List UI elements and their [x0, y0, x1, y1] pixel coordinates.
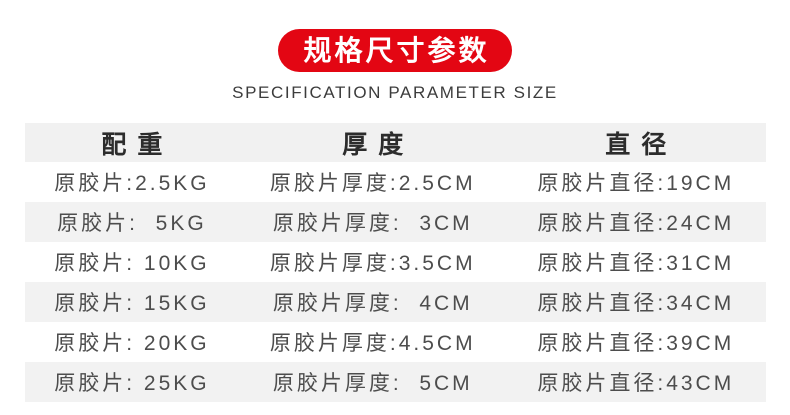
- cell-diameter: 原胶片直径:31CM: [537, 252, 735, 275]
- cell-diameter: 原胶片直径:24CM: [537, 212, 735, 235]
- header-cell-diameter: 直径: [605, 130, 678, 159]
- subtitle: SPECIFICATION PARAMETER SIZE: [232, 83, 558, 102]
- cell-thickness: 原胶片厚度:3.5CM: [269, 252, 476, 275]
- cell-diameter: 原胶片直径:39CM: [537, 332, 735, 355]
- cell-weight: 原胶片: 5KG: [57, 212, 207, 235]
- header-cell-weight: 配重: [101, 130, 174, 159]
- spec-table: 配重 厚度 直径 原胶片:2.5KG 原胶片厚度:2.5CM 原胶片直径:19C…: [24, 123, 766, 402]
- cell-thickness: 原胶片厚度: 5CM: [272, 372, 473, 395]
- cell-weight: 原胶片: 20KG: [54, 332, 210, 355]
- spec-sheet: 规格尺寸参数 SPECIFICATION PARAMETER SIZE 配重 厚…: [0, 0, 790, 402]
- table-header-row: 配重 厚度 直径: [24, 123, 766, 162]
- cell-thickness: 原胶片厚度: 4CM: [272, 292, 473, 315]
- cell-diameter: 原胶片直径:34CM: [537, 292, 735, 315]
- table-row: 原胶片:2.5KG 原胶片厚度:2.5CM 原胶片直径:19CM: [25, 162, 766, 202]
- cell-thickness: 原胶片厚度:2.5CM: [269, 172, 476, 195]
- table-row: 原胶片: 10KG 原胶片厚度:3.5CM 原胶片直径:31CM: [25, 242, 766, 282]
- cell-thickness: 原胶片厚度:4.5CM: [269, 332, 476, 355]
- title-badge-container: 规格尺寸参数: [0, 0, 790, 72]
- cell-weight: 原胶片: 10KG: [54, 252, 210, 275]
- table-row: 原胶片: 20KG 原胶片厚度:4.5CM 原胶片直径:39CM: [25, 322, 766, 362]
- table-row: 原胶片: 15KG 原胶片厚度: 4CM 原胶片直径:34CM: [24, 282, 766, 322]
- title-badge: 规格尺寸参数: [278, 29, 512, 72]
- cell-thickness: 原胶片厚度: 3CM: [272, 212, 473, 235]
- table-row: 原胶片: 25KG 原胶片厚度: 5CM 原胶片直径:43CM: [24, 362, 766, 402]
- cell-weight: 原胶片: 15KG: [54, 292, 210, 315]
- cell-weight: 原胶片:2.5KG: [54, 172, 210, 195]
- table-row: 原胶片: 5KG 原胶片厚度: 3CM 原胶片直径:24CM: [24, 202, 766, 242]
- cell-diameter: 原胶片直径:43CM: [537, 372, 735, 395]
- cell-weight: 原胶片: 25KG: [54, 372, 210, 395]
- header-cell-thickness: 厚度: [342, 130, 415, 159]
- cell-diameter: 原胶片直径:19CM: [537, 172, 735, 195]
